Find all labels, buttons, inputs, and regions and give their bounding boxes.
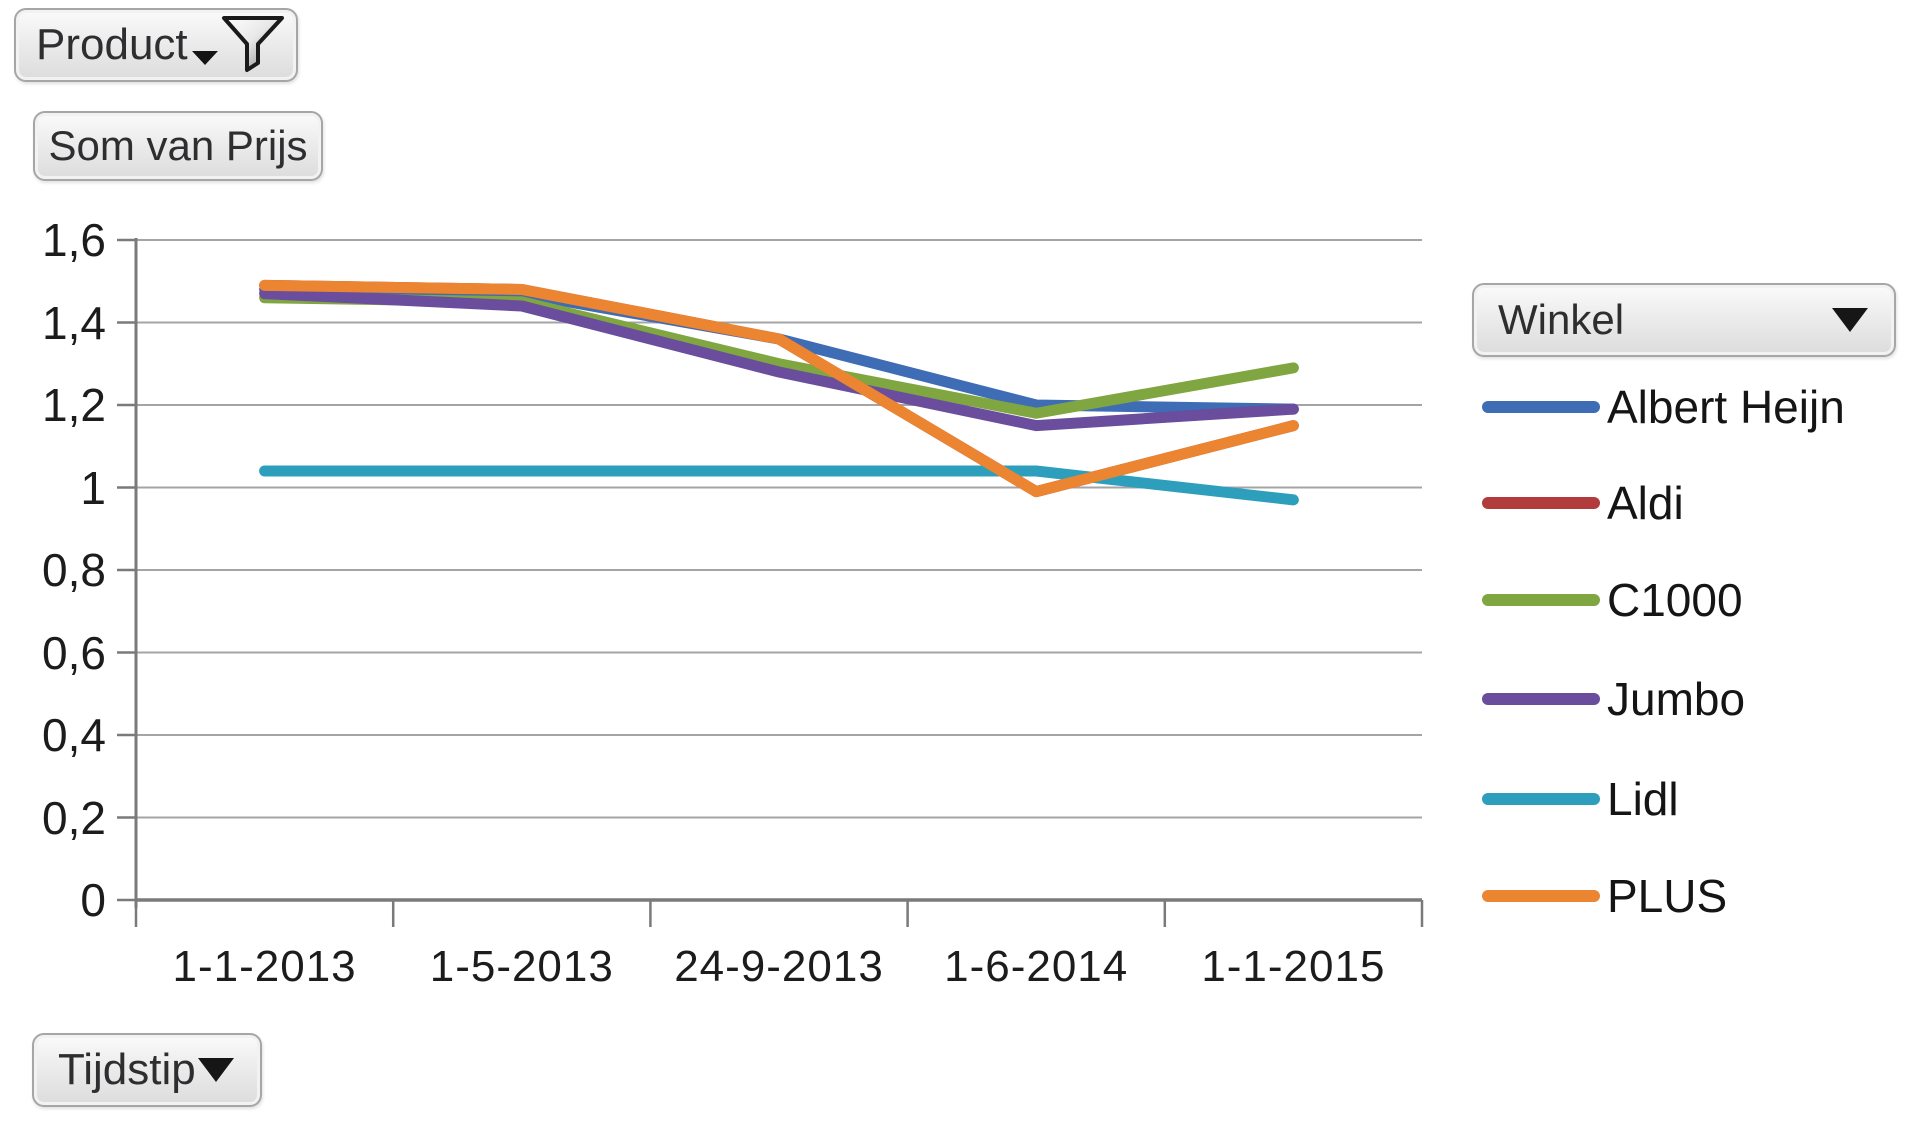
legend-item: C1000	[1482, 572, 1743, 628]
y-axis-tick-label: 0	[80, 874, 106, 926]
chevron-down-icon	[1832, 308, 1868, 332]
series-line-plus	[259, 279, 1299, 498]
legend-label: Aldi	[1607, 477, 1684, 529]
y-axis-tick-label: 1,4	[42, 296, 106, 349]
funnel-filter-icon	[192, 16, 284, 72]
y-axis-tick-label: 0,2	[42, 791, 106, 844]
x-axis-tick-label: 24-9-2013	[674, 942, 884, 991]
legend-label: C1000	[1607, 574, 1743, 626]
legend-swatch	[1482, 890, 1600, 902]
y-axis-tick-label: 1,6	[42, 214, 106, 266]
legend-item: Lidl	[1482, 771, 1679, 827]
legend-swatch	[1482, 401, 1600, 413]
chevron-down-icon	[198, 1058, 234, 1082]
legend-label: Albert Heijn	[1607, 381, 1845, 433]
series-line-c1000	[259, 292, 1299, 419]
winkel-legend-field-button[interactable]: Winkel	[1472, 283, 1896, 357]
series-line-lidl	[259, 465, 1299, 506]
legend-swatch	[1482, 594, 1600, 606]
y-axis-tick-label: 0,6	[42, 626, 106, 679]
x-axis-tick-label: 1-1-2013	[172, 942, 357, 991]
filter-icon	[190, 13, 286, 77]
legend-label: PLUS	[1607, 870, 1728, 922]
y-axis-tick-label: 1	[80, 461, 106, 514]
legend-item: Jumbo	[1482, 671, 1745, 727]
x-axis-tick-label: 1-5-2013	[429, 942, 614, 991]
y-axis-tick-label: 1,2	[42, 379, 106, 431]
tijdstip-axis-field-label: Tijdstip	[58, 1045, 196, 1094]
y-axis-tick-label: 0,4	[42, 709, 106, 761]
winkel-legend-field-label: Winkel	[1498, 296, 1625, 343]
legend-swatch	[1482, 693, 1600, 705]
x-axis-tick-label: 1-1-2015	[1201, 942, 1386, 991]
series-line-jumbo	[259, 288, 1299, 432]
legend-label: Jumbo	[1607, 673, 1746, 725]
legend-swatch	[1482, 793, 1600, 805]
caret-down-icon	[192, 51, 218, 65]
legend-label: Lidl	[1607, 773, 1679, 825]
y-axis-tick-label: 0,8	[42, 544, 106, 596]
x-axis-tick-label: 1-6-2014	[944, 942, 1129, 991]
legend-swatch	[1482, 497, 1600, 509]
legend-item: Albert Heijn	[1482, 379, 1845, 435]
legend-item: Aldi	[1482, 475, 1684, 531]
tijdstip-axis-field-button[interactable]: Tijdstip	[32, 1033, 262, 1107]
legend-item: PLUS	[1482, 868, 1727, 924]
